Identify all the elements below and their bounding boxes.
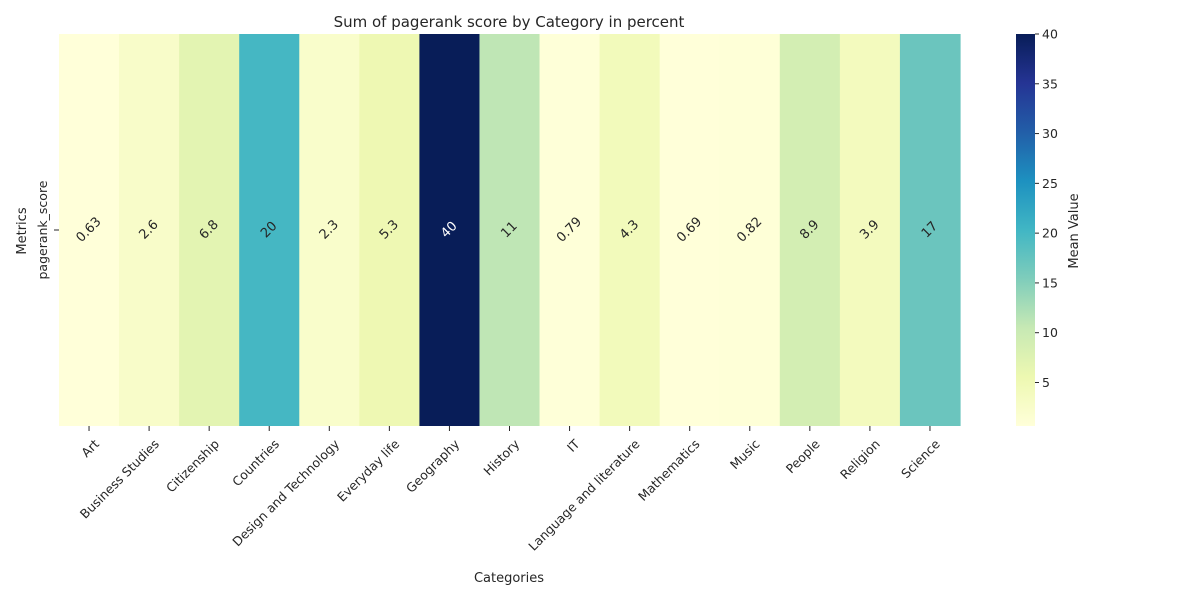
x-tick-label: Music	[727, 436, 763, 472]
colorbar-tick-label: 20	[1042, 226, 1058, 241]
x-tick-label: IT	[564, 436, 583, 455]
x-tick-label: History	[480, 436, 522, 478]
x-axis-label: Categories	[474, 571, 544, 586]
heatmap-cell	[419, 34, 481, 426]
heatmap-cell	[119, 34, 180, 426]
colorbar-label: Mean Value	[1067, 193, 1082, 268]
x-tick-label: Science	[898, 436, 943, 481]
y-axis: pagerank_score	[35, 180, 59, 280]
heatmap-cell	[59, 34, 120, 426]
colorbar-gradient	[1016, 34, 1035, 426]
heatmap-cell	[239, 34, 300, 426]
heatmap-cell	[719, 34, 781, 426]
colorbar-tick-label: 30	[1042, 126, 1058, 141]
heatmap-cell	[359, 34, 420, 426]
x-tick-label: Mathematics	[635, 436, 703, 504]
x-tick-label: Language and literature	[525, 436, 643, 554]
x-tick-label: People	[783, 436, 823, 476]
heatmap-cell	[179, 34, 240, 426]
y-axis-label: Metrics	[15, 207, 30, 254]
heatmap-cell	[299, 34, 360, 426]
x-tick-label: Everyday life	[334, 436, 402, 504]
x-tick-label: Countries	[229, 436, 282, 489]
x-tick-label: Design and Technology	[229, 436, 342, 549]
colorbar-tick-label: 40	[1042, 27, 1058, 42]
heatmap-cell	[659, 34, 721, 426]
heatmap-cell	[479, 34, 541, 426]
y-tick-label: pagerank_score	[35, 180, 50, 279]
heatmap-cell	[599, 34, 661, 426]
colorbar-tick-label: 25	[1042, 176, 1058, 191]
x-tick-label: Art	[78, 436, 102, 460]
colorbar: 5 10 15 20 25 30 35 40	[1016, 27, 1058, 426]
heatmap-cell	[839, 34, 901, 426]
x-tick-label: Religion	[837, 436, 883, 482]
colorbar-tick-label: 35	[1042, 76, 1058, 91]
chart-title: Sum of pagerank score by Category in per…	[334, 13, 685, 31]
heatmap-cells	[59, 34, 961, 426]
colorbar-tick-label: 5	[1042, 375, 1050, 390]
x-tick-label: Citizenship	[163, 436, 222, 495]
colorbar-tick-label: 15	[1042, 275, 1058, 290]
heatmap-cell	[899, 34, 961, 426]
heatmap-cell	[539, 34, 601, 426]
colorbar-tick-label: 10	[1042, 325, 1058, 340]
x-tick-label: Geography	[403, 436, 463, 496]
heatmap-cell	[779, 34, 841, 426]
